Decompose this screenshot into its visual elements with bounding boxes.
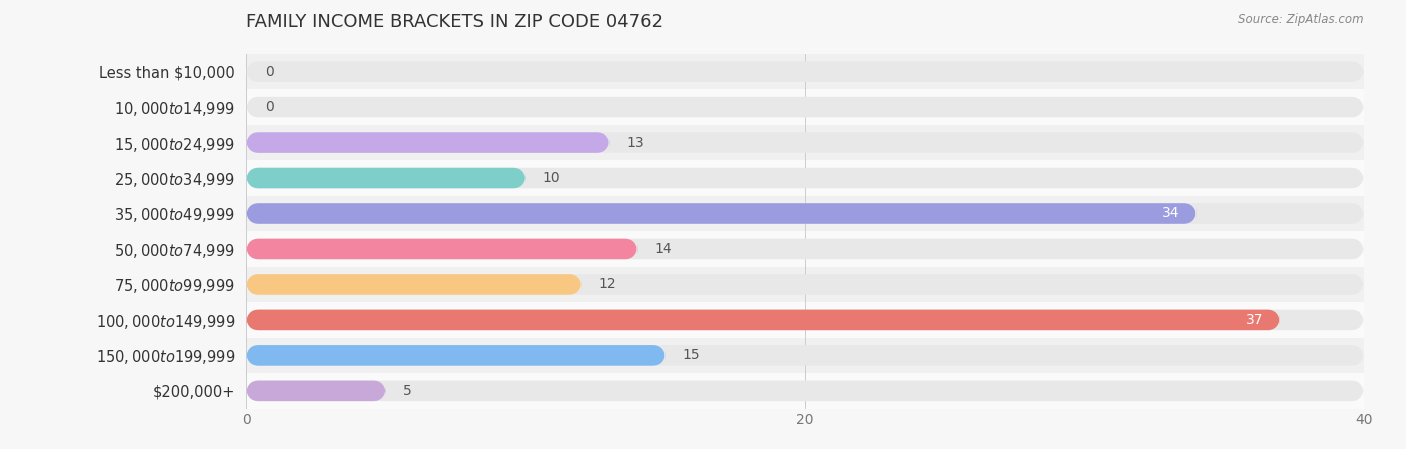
FancyBboxPatch shape <box>246 381 1364 401</box>
Bar <box>246 373 1364 409</box>
Bar <box>246 302 1364 338</box>
FancyBboxPatch shape <box>246 310 1279 330</box>
Text: 37: 37 <box>1246 313 1263 327</box>
FancyBboxPatch shape <box>246 168 1364 188</box>
Text: Source: ZipAtlas.com: Source: ZipAtlas.com <box>1239 13 1364 26</box>
FancyBboxPatch shape <box>246 274 582 295</box>
FancyBboxPatch shape <box>246 132 609 153</box>
FancyBboxPatch shape <box>246 62 1364 82</box>
Bar <box>246 125 1364 160</box>
FancyBboxPatch shape <box>246 345 665 365</box>
Bar <box>246 54 1364 89</box>
FancyBboxPatch shape <box>246 239 637 259</box>
FancyBboxPatch shape <box>246 310 1364 330</box>
Text: 14: 14 <box>654 242 672 256</box>
FancyBboxPatch shape <box>246 168 526 188</box>
Bar <box>246 267 1364 302</box>
Text: 0: 0 <box>266 100 274 114</box>
FancyBboxPatch shape <box>246 132 1364 153</box>
Bar <box>246 196 1364 231</box>
FancyBboxPatch shape <box>246 381 385 401</box>
FancyBboxPatch shape <box>246 345 1364 365</box>
Text: 34: 34 <box>1161 207 1180 220</box>
FancyBboxPatch shape <box>246 97 1364 117</box>
FancyBboxPatch shape <box>246 274 1364 295</box>
Text: 15: 15 <box>682 348 700 362</box>
FancyBboxPatch shape <box>246 239 1364 259</box>
Text: 5: 5 <box>402 384 412 398</box>
Bar <box>246 89 1364 125</box>
Text: 0: 0 <box>266 65 274 79</box>
Text: 12: 12 <box>598 277 616 291</box>
Text: 13: 13 <box>626 136 644 150</box>
Text: 10: 10 <box>543 171 560 185</box>
FancyBboxPatch shape <box>246 203 1197 224</box>
FancyBboxPatch shape <box>246 203 1364 224</box>
Text: FAMILY INCOME BRACKETS IN ZIP CODE 04762: FAMILY INCOME BRACKETS IN ZIP CODE 04762 <box>246 13 664 31</box>
Bar <box>246 231 1364 267</box>
Bar <box>246 160 1364 196</box>
Bar <box>246 338 1364 373</box>
